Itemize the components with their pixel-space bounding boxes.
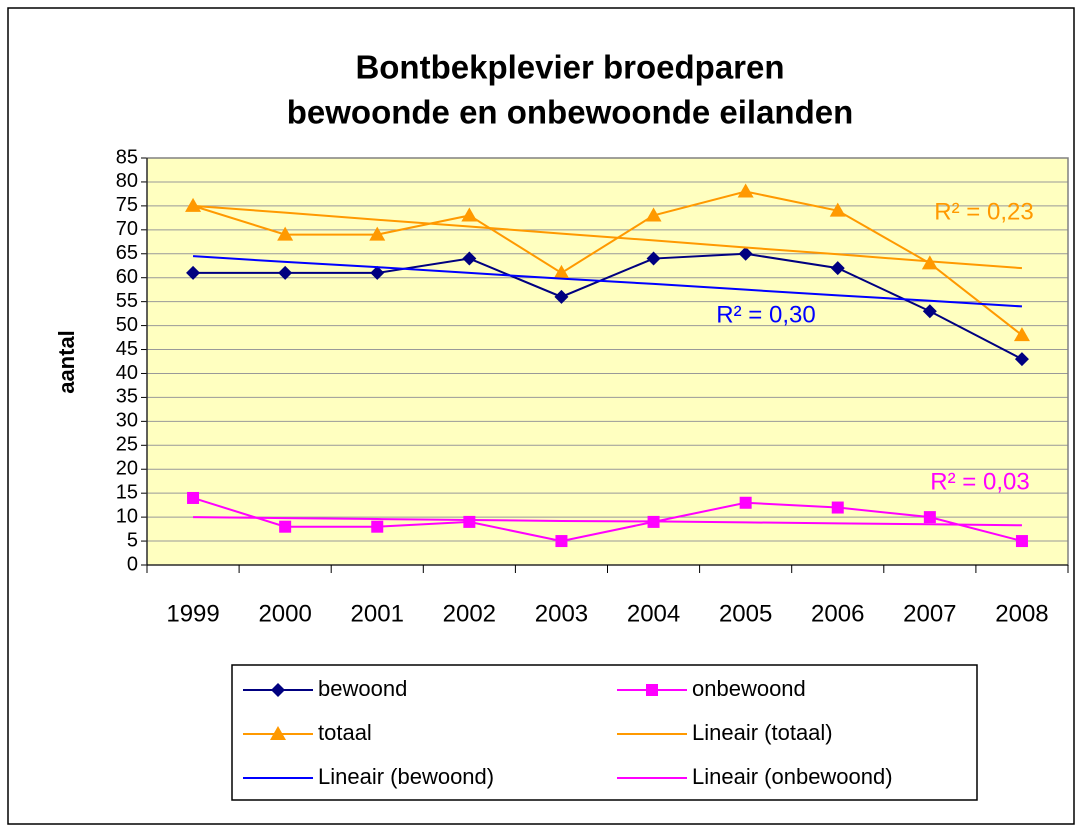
- marker: [463, 515, 476, 528]
- legend-label: totaal: [318, 720, 372, 745]
- marker: [1014, 352, 1029, 367]
- legend-label: Lineair (bewoond): [318, 764, 494, 789]
- x-tick-label: 2003: [535, 600, 588, 627]
- annotation: R² = 0,23: [934, 198, 1033, 225]
- marker: [1013, 327, 1030, 342]
- marker: [270, 726, 286, 740]
- y-tick-label: 5: [127, 529, 138, 551]
- marker: [555, 535, 568, 548]
- y-axis-label: aantal: [54, 330, 79, 394]
- trend-line: [192, 204, 1023, 270]
- y-tick-label: 55: [116, 290, 138, 312]
- marker: [831, 501, 844, 514]
- legend-label: Lineair (onbewoond): [692, 764, 893, 789]
- y-tick-label: 20: [116, 458, 138, 480]
- annotation: R² = 0,03: [930, 468, 1029, 495]
- legend-label: bewoond: [318, 676, 407, 701]
- y-tick-label: 10: [116, 505, 138, 527]
- x-tick-label: 2007: [903, 600, 956, 627]
- marker: [371, 520, 384, 533]
- x-tick-label: 2006: [811, 600, 864, 627]
- x-tick-label: 2001: [351, 600, 404, 627]
- x-tick-label: 2005: [719, 600, 772, 627]
- marker: [369, 226, 386, 241]
- y-tick-label: 25: [116, 434, 138, 456]
- marker: [646, 251, 661, 266]
- y-tick-label: 85: [116, 146, 138, 168]
- marker: [370, 265, 385, 280]
- legend-label: Lineair (totaal): [692, 720, 833, 745]
- marker: [1015, 535, 1028, 548]
- trend-line: [192, 255, 1023, 308]
- marker: [185, 197, 202, 212]
- y-tick-label: 30: [116, 410, 138, 432]
- marker: [922, 304, 937, 319]
- marker: [829, 202, 846, 217]
- marker: [279, 520, 292, 533]
- y-tick-label: 50: [116, 314, 138, 336]
- marker: [553, 264, 570, 279]
- y-tick-label: 0: [127, 553, 138, 575]
- x-tick-label: 2000: [258, 600, 311, 627]
- chart-title: Bontbekplevier broedparen: [355, 49, 784, 86]
- marker: [645, 207, 662, 222]
- y-tick-label: 80: [116, 170, 138, 192]
- y-tick-label: 70: [116, 218, 138, 240]
- marker: [278, 265, 293, 280]
- y-tick-label: 45: [116, 338, 138, 360]
- marker: [739, 496, 752, 509]
- annotation: R² = 0,30: [716, 301, 815, 328]
- marker: [186, 265, 201, 280]
- marker: [646, 684, 658, 696]
- x-tick-label: 1999: [166, 600, 219, 627]
- y-tick-label: 65: [116, 242, 138, 264]
- marker: [830, 261, 845, 276]
- y-tick-label: 60: [116, 266, 138, 288]
- legend-label: onbewoond: [692, 676, 806, 701]
- marker: [737, 183, 754, 198]
- series-line: [192, 190, 1023, 336]
- x-tick-label: 2002: [443, 600, 496, 627]
- y-tick-label: 35: [116, 386, 138, 408]
- y-tick-label: 75: [116, 194, 138, 216]
- y-tick-label: 40: [116, 362, 138, 384]
- marker: [738, 246, 753, 261]
- y-tick-label: 15: [116, 481, 138, 503]
- trend-line: [193, 516, 1022, 527]
- series-line: [193, 252, 1023, 360]
- chart-title: bewoonde en onbewoonde eilanden: [287, 94, 854, 131]
- marker: [554, 289, 569, 304]
- marker: [271, 683, 285, 697]
- plot-area: [147, 158, 1068, 565]
- series-line: [192, 497, 1023, 543]
- marker: [461, 207, 478, 222]
- legend-box: [231, 664, 978, 801]
- marker: [187, 491, 200, 504]
- marker: [462, 251, 477, 266]
- marker: [923, 511, 936, 524]
- x-tick-label: 2008: [995, 600, 1048, 627]
- x-tick-label: 2004: [627, 600, 680, 627]
- marker: [277, 226, 294, 241]
